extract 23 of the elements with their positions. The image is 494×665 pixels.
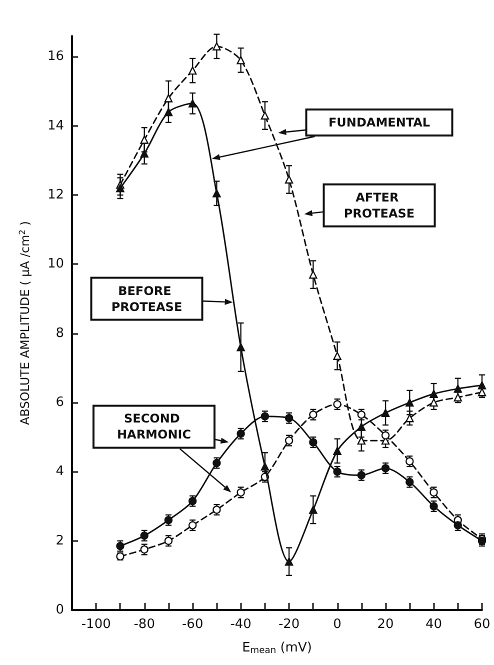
y-tick-label: 8 bbox=[56, 326, 64, 341]
annotation: BEFORE PROTEASE bbox=[111, 284, 182, 314]
x-tick-label: -100 bbox=[81, 617, 111, 632]
y-tick-label: 0 bbox=[56, 602, 64, 618]
y-tick-label: 16 bbox=[47, 49, 64, 64]
y-tick-label: 4 bbox=[56, 464, 64, 480]
y-axis-title: ABSOLUTE AMPLITUDE ( μA /cm2 ) bbox=[17, 221, 32, 425]
y-tick-label: 14 bbox=[47, 118, 64, 134]
x-tick-label: -80 bbox=[134, 617, 155, 632]
annotation: SECOND HARMONIC bbox=[116, 412, 192, 442]
x-tick-label: 40 bbox=[425, 617, 442, 632]
y-tick-label: 12 bbox=[47, 188, 64, 203]
annotation: AFTER PROTEASE bbox=[344, 190, 415, 220]
y-tick-label: 10 bbox=[47, 256, 64, 272]
x-tick-label: -60 bbox=[182, 617, 204, 632]
y-tick-label: 6 bbox=[56, 395, 64, 410]
x-tick-label: -20 bbox=[278, 617, 300, 632]
x-tick-label: 20 bbox=[377, 617, 394, 632]
y-tick-label: 2 bbox=[56, 533, 64, 548]
x-tick-label: -40 bbox=[230, 617, 252, 632]
x-tick-label: 60 bbox=[474, 617, 490, 632]
annotation: FUNDAMENTAL bbox=[328, 115, 430, 130]
x-tick-label: 0 bbox=[333, 617, 342, 632]
